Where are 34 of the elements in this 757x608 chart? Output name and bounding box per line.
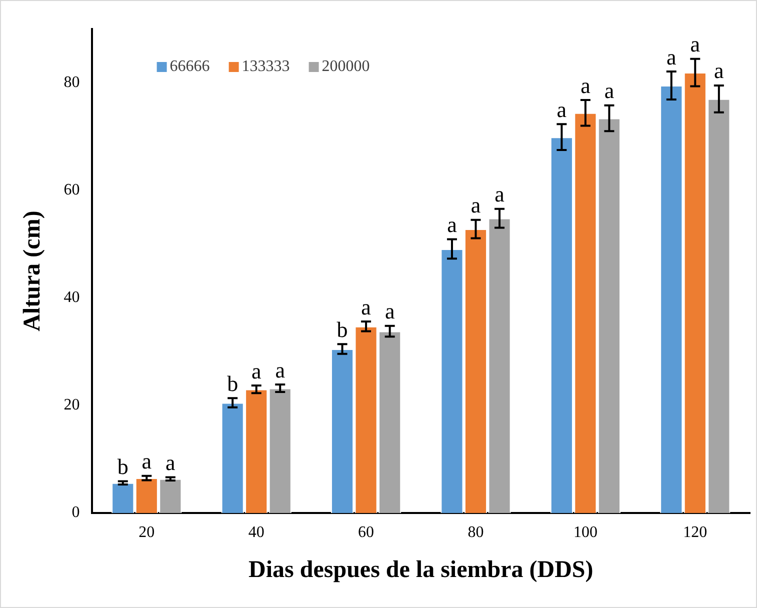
x-axis-title: Dias despues de la siembra (DDS) [248, 556, 594, 583]
x-tick-label: 20 [138, 524, 155, 541]
data-label: a [666, 44, 676, 70]
data-label: b [336, 316, 348, 342]
legend-label: 133333 [242, 58, 290, 76]
data-label: a [470, 192, 481, 218]
data-label: a [604, 78, 614, 104]
x-tick-label: 100 [573, 524, 598, 541]
y-tick-label: 40 [64, 289, 80, 306]
data-label: b [227, 370, 238, 396]
data-label: a [494, 182, 505, 207]
data-label: a [714, 58, 724, 84]
data-label: a [166, 450, 176, 476]
data-label: a [384, 298, 395, 324]
y-tick-label: 0 [72, 504, 80, 522]
y-tick-label: 80 [64, 74, 80, 91]
x-tick-label: 120 [683, 524, 708, 541]
data-label: a [361, 294, 372, 320]
y-tick-label: 60 [64, 182, 80, 199]
data-label: a [580, 72, 591, 98]
x-tick-label: 40 [248, 524, 264, 541]
data-label: a [447, 212, 458, 238]
data-label: a [275, 357, 286, 382]
data-label: b [117, 454, 128, 480]
x-tick-label: 80 [468, 524, 484, 541]
x-tick-label: 60 [358, 524, 374, 541]
data-label: a [690, 32, 700, 57]
y-axis-title: Altura (cm) [20, 210, 46, 332]
legend-label: 66666 [170, 58, 210, 76]
data-label: a [142, 448, 152, 474]
data-label: a [251, 358, 262, 384]
y-tick-label: 20 [64, 396, 80, 414]
legend-label: 200000 [322, 58, 370, 76]
data-label: a [556, 96, 567, 122]
